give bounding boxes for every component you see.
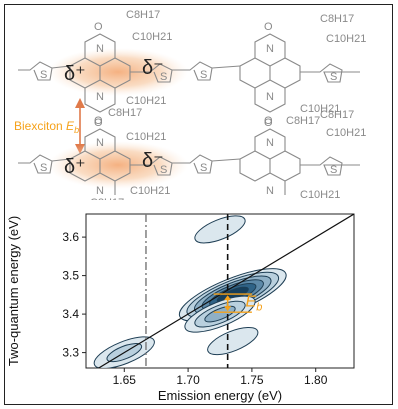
annotation-arrowhead [224,306,232,312]
diagonal-line [97,214,354,368]
atom-label: S [330,164,337,176]
x-tick-label: 1.65 [113,373,137,387]
alkyl-chain-label: C8H17 [90,197,124,200]
upper-charge-halo [48,48,188,96]
atom-label: S [160,71,167,83]
alkyl-chain-label: C10H21 [326,33,366,45]
alkyl-chain-label: C10H21 [300,189,340,200]
atom-label: O [264,115,273,127]
y-tick-label: 3.3 [62,346,79,360]
x-tick-label: 1.80 [304,373,328,387]
contour-level [194,215,246,244]
y-tick-label: 3.6 [62,230,79,244]
atom-label: N [266,43,274,55]
atom-label: N [96,137,104,149]
lower-delta-minus: δ⁻ [142,150,164,172]
axes: 1.65 1.70 1.75 1.80 3.3 3.4 3.5 3.6 [62,230,327,387]
alkyl-chain-label: C8H17 [126,9,160,21]
atom-label: N [266,91,274,103]
upper-thiophene-right [300,63,360,83]
alkyl-chain-label: C10H21 [126,95,166,107]
alkyl-chain-label: C8H17 [320,109,354,121]
atom-label: N [96,185,104,197]
biexciton-label: Biexciton Eb [14,119,79,135]
atom-label: O [264,21,273,33]
overlay-lines: Eb [97,214,354,368]
lower-polymer-chain [18,128,360,195]
atom-label: N [96,43,104,55]
lower-thiophene-right [300,156,360,176]
atom-label: O [264,117,273,129]
atom-label: S [200,162,207,174]
alkyl-chain-label: C10H21 [126,131,166,143]
x-tick-label: 1.70 [176,373,200,387]
molecular-schematic: O N N O S S S O N N O S C8H17 C10H21 C8H… [14,9,366,200]
y-tick-label: 3.5 [62,269,79,283]
contour-level [207,326,259,356]
x-axis-label: Emission energy (eV) [158,388,282,403]
figure-frame [4,4,393,405]
atom-label: S [40,162,47,174]
annotation-label: Eb [246,294,263,314]
upper-atom-labels: O N N O S S S O N N O S C8H17 C10H21 C8H… [40,9,366,127]
atom-label: S [160,164,167,176]
lower-atom-labels: O N N S S S O N N S C10H21 C8H17 C10H21 … [40,109,366,200]
alkyl-chain-label: C10H21 [300,103,340,115]
alkyl-chain-label: C10H21 [130,185,170,197]
lower-charge-halo [48,141,188,189]
atom-label: S [330,71,337,83]
lower-delta-plus: δ⁺ [64,156,86,178]
alkyl-chain-label: C8H17 [286,115,320,127]
atom-label: N [266,137,274,149]
upper-delta-minus: δ⁻ [142,57,164,79]
alkyl-chain-label: C10H21 [132,31,172,43]
alkyl-chain-label: C10H21 [326,127,366,139]
annotation-arrowhead [224,295,232,301]
x-tick-label: 1.75 [240,373,264,387]
atom-label: O [94,21,103,33]
upper-polymer-chain [18,33,360,113]
atom-label: N [96,91,104,103]
alkyl-chain-label: C8H17 [320,13,354,25]
y-tick-label: 3.4 [62,307,79,321]
atom-label: S [200,69,207,81]
atom-label: O [94,115,103,127]
atom-label: O [94,117,103,129]
alkyl-chain-label: C8H17 [108,107,142,119]
atom-label: N [266,185,274,197]
atom-label: S [40,69,47,81]
upper-delta-plus: δ⁺ [64,63,86,85]
y-axis-label: Two-quantum energy (eV) [6,216,21,366]
